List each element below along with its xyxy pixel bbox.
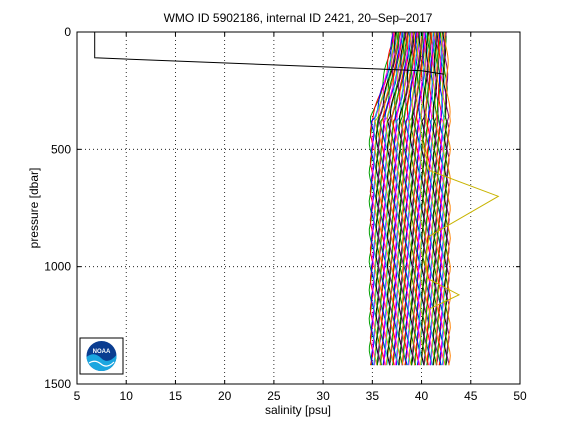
y-tick-label: 1000: [44, 260, 71, 274]
noaa-logo-text: NOAA: [93, 349, 111, 355]
profile-line: [392, 32, 409, 366]
profile-line: [440, 32, 446, 366]
profile-line: [401, 32, 416, 366]
profile-line: [400, 32, 414, 366]
profile-line: [409, 32, 422, 366]
noaa-logo: NOAA: [79, 337, 124, 375]
x-axis-label: salinity [psu]: [265, 403, 331, 417]
profile-line: [437, 32, 442, 366]
series-layer: [94, 32, 500, 328]
profile-line: [380, 32, 400, 366]
x-tick-label: 25: [267, 389, 281, 403]
x-tick-label: 40: [415, 389, 429, 403]
x-tick-label: 35: [366, 389, 380, 403]
profile-line: [442, 32, 448, 366]
profile-line: [444, 32, 451, 366]
x-tick-label: 10: [120, 389, 134, 403]
profile-line: [416, 32, 427, 366]
profile-line: [431, 32, 438, 366]
x-tick-label: 45: [464, 389, 478, 403]
profile-line: [412, 32, 424, 366]
profile-line: [418, 32, 429, 366]
x-tick-label: 20: [218, 389, 232, 403]
y-tick-label: 500: [51, 142, 71, 156]
profile-line: [434, 32, 440, 366]
chart-title: WMO ID 5902186, internal ID 2421, 20–Sep…: [164, 11, 433, 25]
profile-line: [397, 32, 413, 366]
profile-line: [369, 32, 395, 366]
profile-line: [425, 32, 433, 366]
profile-line: [390, 32, 409, 366]
y-tick-label: 0: [64, 25, 71, 39]
x-tick-label: 50: [513, 389, 527, 403]
series-line: [421, 139, 500, 328]
profile-line: [414, 32, 425, 366]
profile-line: [388, 32, 405, 366]
profile-line: [413, 32, 423, 366]
x-tick-label: 5: [74, 389, 81, 403]
x-tick-label: 30: [316, 389, 330, 403]
plot-frame: [76, 31, 521, 385]
x-tick-label: 15: [169, 389, 183, 403]
y-tick-label: 1500: [44, 377, 71, 391]
y-axis-label: pressure [dbar]: [27, 168, 41, 249]
profile-line: [402, 32, 418, 366]
profile-line: [384, 32, 404, 366]
profile-band: [368, 32, 451, 366]
profile-line: [438, 32, 443, 366]
series-line: [94, 32, 445, 75]
profile-line: [399, 32, 416, 366]
profile-line: [422, 32, 431, 366]
tick-marks: [76, 31, 521, 385]
profile-line: [377, 32, 401, 366]
profile-line: [375, 32, 397, 366]
